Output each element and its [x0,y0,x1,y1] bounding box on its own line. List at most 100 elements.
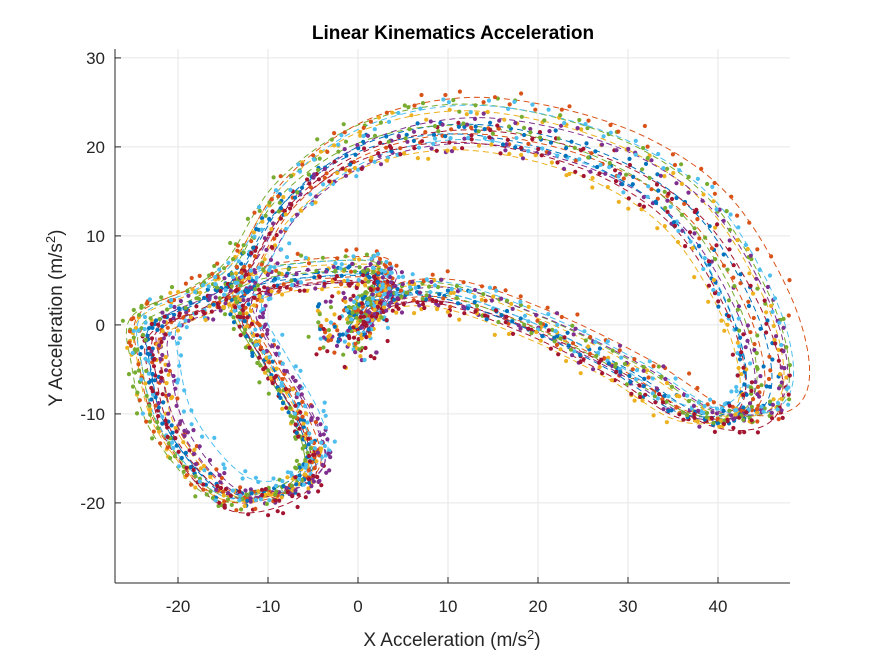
data-point [489,298,494,303]
data-point [660,397,665,402]
data-point [722,328,727,333]
data-point [781,349,786,354]
data-point [294,212,300,217]
data-point [761,409,766,414]
data-point [178,419,183,424]
data-point [207,273,212,278]
data-point [594,353,599,358]
data-point [271,338,276,343]
data-point [396,275,401,280]
data-point [504,298,510,303]
data-point [784,375,789,380]
data-point [786,385,791,390]
data-point [464,112,469,117]
data-point [395,296,400,301]
data-point [361,133,366,139]
data-point [426,156,431,161]
data-point [309,439,314,444]
data-point [334,274,339,279]
data-point [243,327,248,332]
data-point [770,402,776,407]
data-point [735,213,740,218]
data-point [235,243,240,248]
data-point [197,444,202,449]
data-point [583,122,588,127]
series-line [145,133,747,496]
data-point [170,430,175,435]
data-point [251,230,257,235]
data-point [631,174,636,179]
data-point [201,482,206,487]
data-point [492,95,498,100]
data-point [361,139,366,144]
data-point [353,341,358,346]
data-point [546,107,551,112]
data-point [153,301,158,306]
data-point [280,332,285,337]
data-point [431,132,437,137]
data-point [514,135,519,141]
data-point [526,141,531,146]
data-point [679,162,684,167]
data-point [193,290,198,295]
data-point [322,166,327,172]
data-point [163,368,169,373]
data-point [364,323,369,328]
data-point [748,361,753,366]
data-point [446,100,451,105]
data-point [491,294,496,299]
x-tick-label: -20 [166,597,191,616]
data-point [280,479,285,484]
data-point [208,489,213,494]
data-point [646,375,651,380]
data-point [217,267,222,272]
data-point [366,327,371,332]
data-point [176,464,181,469]
data-point [503,320,508,325]
data-point [553,128,558,133]
data-point [288,206,293,211]
data-point [241,315,246,320]
data-point [633,138,638,143]
data-point [272,276,278,281]
data-point [780,415,785,420]
data-point [147,297,152,302]
data-point [770,416,775,421]
data-point [272,375,277,380]
data-point [336,142,341,147]
data-point [245,315,250,320]
data-point [504,314,509,319]
data-point [241,250,246,255]
data-point [662,224,667,229]
data-point [333,269,338,274]
data-point [586,155,591,160]
data-point [417,303,422,308]
data-point [170,394,175,400]
data-point [306,442,311,447]
data-point [166,362,171,367]
data-point [259,492,265,498]
data-point [707,262,712,267]
data-point [520,156,526,161]
data-point [238,297,243,303]
data-point [536,146,541,152]
data-point [394,310,399,315]
data-point [321,408,326,414]
data-point [388,266,394,271]
data-point [408,285,413,290]
data-point [590,185,595,190]
data-point [126,372,132,377]
data-point [128,343,134,348]
data-point [550,327,555,332]
data-point [257,355,262,360]
data-point [271,476,276,481]
data-point [376,317,381,323]
data-point [292,411,297,416]
data-point [545,305,550,310]
data-point [261,267,266,273]
data-point [382,269,388,274]
data-point [662,393,667,399]
data-point [274,351,279,356]
x-tick-label: -10 [256,597,281,616]
data-point [321,326,326,332]
